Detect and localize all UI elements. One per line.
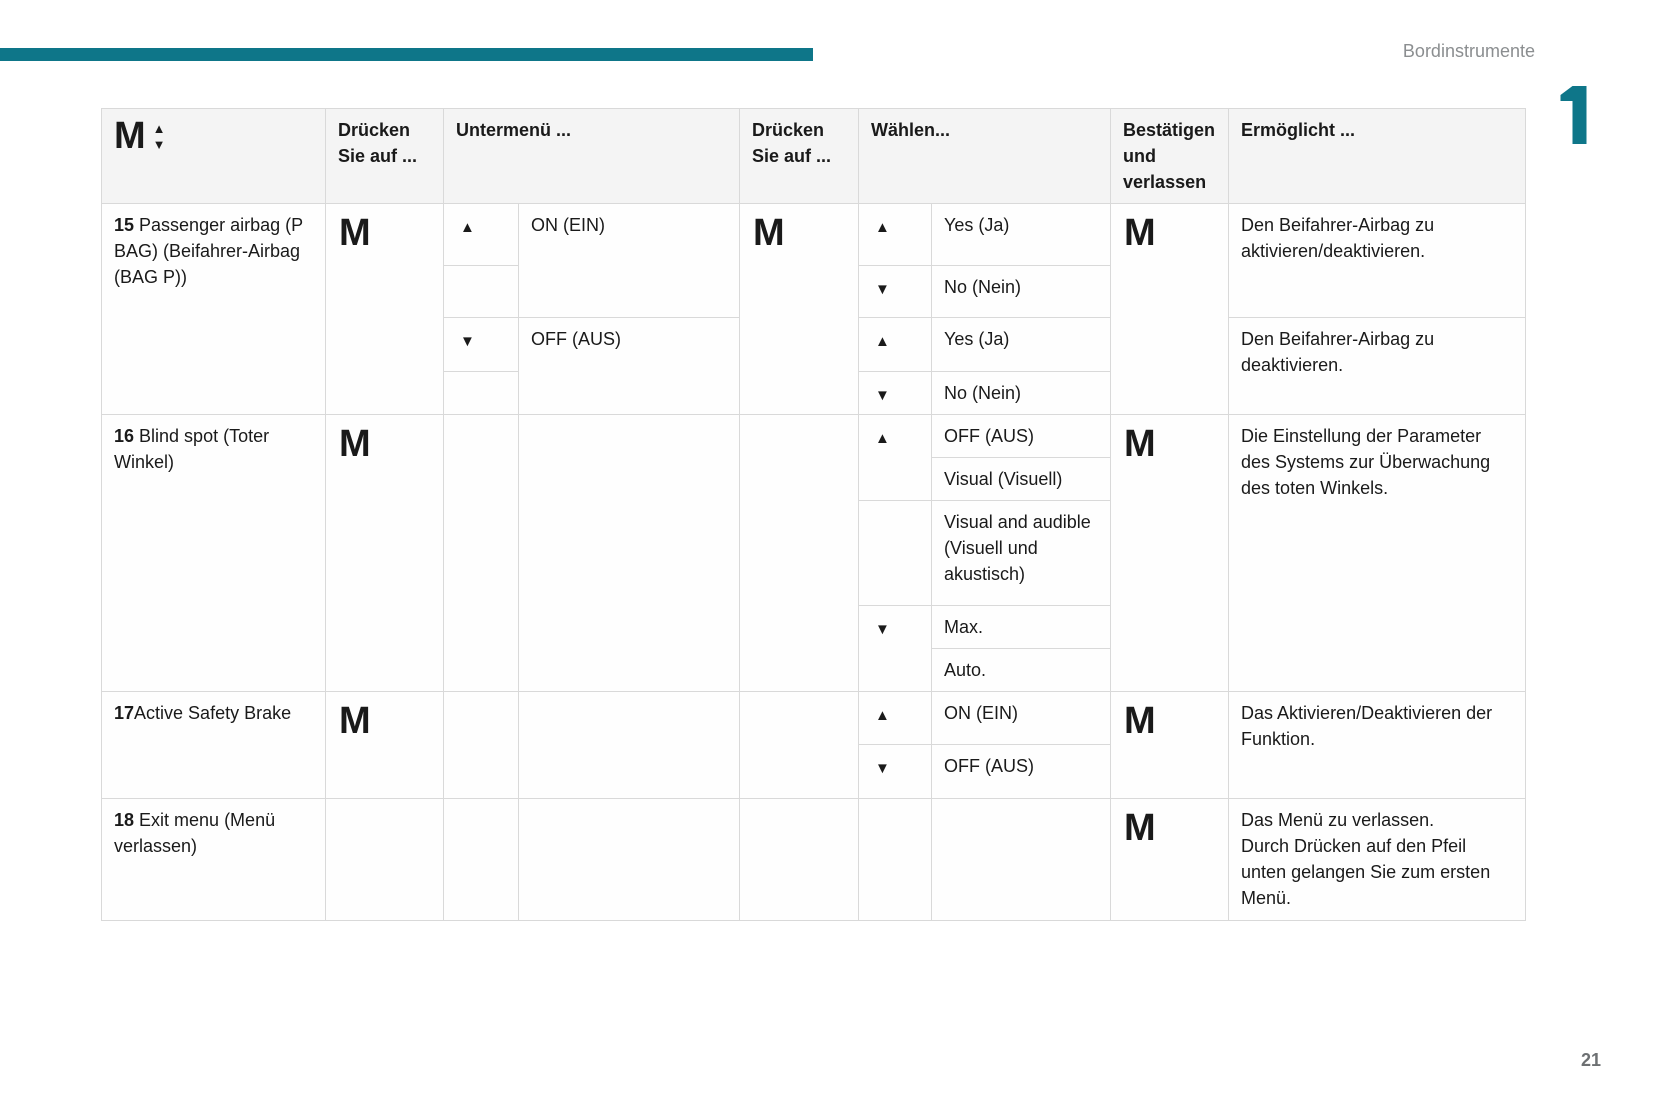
cell-r15-confirm-m: M bbox=[1110, 203, 1230, 415]
cell-r15-press2-m: M bbox=[739, 203, 860, 415]
cell-empty bbox=[517, 798, 741, 921]
menu-settings-table: M ▲ ▼ Drücken Sie auf ... Untermenü ... … bbox=[101, 108, 1527, 921]
cell-r16-choose-max: Max. bbox=[931, 605, 1112, 649]
cell-r15-choose-no-2: No (Nein) bbox=[931, 371, 1112, 415]
cell-r17-choose-off: OFF (AUS) bbox=[931, 744, 1112, 799]
cell-r15-choose-no-1: No (Nein) bbox=[931, 265, 1112, 318]
row-17-sub-2: ▼ OFF (AUS) bbox=[102, 744, 1526, 799]
header-submenu: Untermenü ... bbox=[442, 108, 741, 204]
cell-empty bbox=[443, 414, 519, 692]
top-accent-bar bbox=[0, 48, 813, 61]
cell-r16-confirm-m: M bbox=[1110, 414, 1230, 692]
cell-r15-enables-2: Den Beifahrer-Airbag zu deaktivieren. bbox=[1228, 317, 1527, 415]
cell-empty bbox=[325, 798, 444, 921]
cell-r17-choose-arrow-up: ▲ bbox=[858, 691, 933, 745]
menu-arrows-icon: ▲ ▼ bbox=[153, 122, 166, 151]
header-menu: M ▲ ▼ bbox=[101, 108, 326, 204]
cell-r16-enables: Die Einstellung der Parameter des System… bbox=[1228, 414, 1527, 692]
header-press-1: Drücken Sie auf ... bbox=[325, 108, 444, 204]
cell-r15-choose-arrow-up-1: ▲ bbox=[858, 203, 933, 266]
cell-r16-title: 16 Blind spot (Toter Winkel) bbox=[101, 414, 326, 692]
cell-empty bbox=[517, 691, 741, 799]
cell-r17-press-m: M bbox=[325, 691, 444, 799]
cell-r16-choose-off: OFF (AUS) bbox=[931, 414, 1112, 458]
cell-r15-choose-yes-1: Yes (Ja) bbox=[931, 203, 1112, 266]
cell-r15-submenu-arrow-down: ▼ bbox=[443, 317, 519, 372]
cell-r15-submenu-on: ON (EIN) bbox=[517, 203, 741, 318]
cell-empty bbox=[858, 798, 933, 921]
row-15-sub-2: ▼ No (Nein) bbox=[102, 265, 1526, 318]
cell-r16-press-m: M bbox=[325, 414, 444, 692]
row-16-sub-3: Visual and audible (Visuell und akustisc… bbox=[102, 500, 1526, 606]
row-16-sub-1: 16 Blind spot (Toter Winkel) M ▲ OFF (AU… bbox=[101, 414, 1527, 692]
row-17-sub-1: 17Active Safety Brake M ▲ ON (EIN) M Das… bbox=[101, 691, 1527, 799]
row-15-sub-3: ▼ OFF (AUS) ▲ Yes (Ja) Den Beifahrer-Air… bbox=[102, 317, 1527, 415]
cell-r16-choose-arrow-down: ▼ bbox=[858, 605, 933, 692]
cell-r17-choose-on: ON (EIN) bbox=[931, 691, 1112, 745]
cell-r16-choose-arrow-up: ▲ bbox=[858, 414, 933, 501]
row-16-sub-4: ▼ Max. bbox=[102, 605, 1526, 692]
arrow-up-icon: ▲ bbox=[152, 120, 166, 136]
cell-r17-confirm-m: M bbox=[1110, 691, 1230, 799]
arrow-down-icon: ▼ bbox=[152, 136, 166, 152]
cell-r16-choose-visual-audible: Visual and audible (Visuell und akustisc… bbox=[931, 500, 1112, 606]
header-choose: Wählen... bbox=[858, 108, 1112, 204]
item-title: Exit menu (Menü verlassen) bbox=[114, 810, 281, 856]
cell-r15-submenu-off: OFF (AUS) bbox=[517, 317, 741, 415]
cell-empty bbox=[858, 500, 933, 606]
header-press-2: Drücken Sie auf ... bbox=[739, 108, 860, 204]
cell-r15-enables-1: Den Beifahrer-Airbag zu aktivieren/deakt… bbox=[1228, 203, 1527, 318]
item-number: 15 bbox=[114, 215, 135, 235]
header-row: M ▲ ▼ Drücken Sie auf ... Untermenü ... … bbox=[101, 108, 1527, 204]
cell-r17-choose-arrow-down: ▼ bbox=[858, 744, 933, 799]
cell-empty bbox=[443, 371, 519, 415]
section-header-label: Bordinstrumente bbox=[1402, 41, 1535, 61]
item-number: 17 bbox=[114, 703, 135, 723]
item-title: Active Safety Brake bbox=[134, 703, 292, 723]
item-title: Passenger airbag (P BAG) (Beifahrer-Airb… bbox=[114, 215, 308, 287]
cell-r17-title: 17Active Safety Brake bbox=[101, 691, 326, 799]
cell-r15-choose-yes-2: Yes (Ja) bbox=[931, 317, 1112, 372]
cell-empty bbox=[517, 414, 741, 692]
cell-empty bbox=[443, 265, 519, 318]
chapter-number-glyph bbox=[1560, 86, 1587, 144]
header-confirm: Bestätigen und verlassen bbox=[1110, 108, 1230, 204]
cell-r15-press-m: M bbox=[325, 203, 444, 415]
cell-r18-enables: Das Menü zu verlassen. Durch Drücken auf… bbox=[1228, 798, 1527, 921]
cell-empty bbox=[443, 798, 519, 921]
header-menu-m: M bbox=[114, 115, 146, 157]
item-number: 16 bbox=[114, 426, 135, 446]
cell-empty bbox=[931, 798, 1112, 921]
item-title: Blind spot (Toter Winkel) bbox=[114, 426, 275, 472]
row-15-sub-1: 15 Passenger airbag (P BAG) (Beifahrer-A… bbox=[101, 203, 1527, 415]
row-16-sub-2: Visual (Visuell) bbox=[102, 457, 1526, 501]
cell-r17-enables: Das Aktivieren/Deaktivieren der Funktion… bbox=[1228, 691, 1527, 799]
cell-empty bbox=[739, 691, 860, 799]
cell-r15-title: 15 Passenger airbag (P BAG) (Beifahrer-A… bbox=[101, 203, 326, 415]
cell-empty bbox=[739, 798, 860, 921]
cell-r16-choose-auto: Auto. bbox=[931, 648, 1112, 692]
cell-r16-choose-visual: Visual (Visuell) bbox=[931, 457, 1112, 501]
page-number: 21 bbox=[1580, 1050, 1601, 1070]
cell-r18-confirm-m: M bbox=[1110, 798, 1230, 921]
cell-empty bbox=[443, 691, 519, 799]
cell-r15-choose-arrow-up-2: ▲ bbox=[858, 317, 933, 372]
cell-empty bbox=[739, 414, 860, 692]
cell-r15-choose-arrow-down-1: ▼ bbox=[858, 265, 933, 318]
cell-r15-choose-arrow-down-2: ▼ bbox=[858, 371, 933, 415]
cell-r15-submenu-arrow-up: ▲ bbox=[443, 203, 519, 266]
header-enables: Ermöglicht ... bbox=[1228, 108, 1527, 204]
cell-r18-title: 18 Exit menu (Menü verlassen) bbox=[101, 798, 326, 921]
item-number: 18 bbox=[114, 810, 135, 830]
row-15-sub-4: ▼ No (Nein) bbox=[102, 371, 1526, 415]
row-18: 18 Exit menu (Menü verlassen) M Das Menü… bbox=[101, 798, 1527, 921]
